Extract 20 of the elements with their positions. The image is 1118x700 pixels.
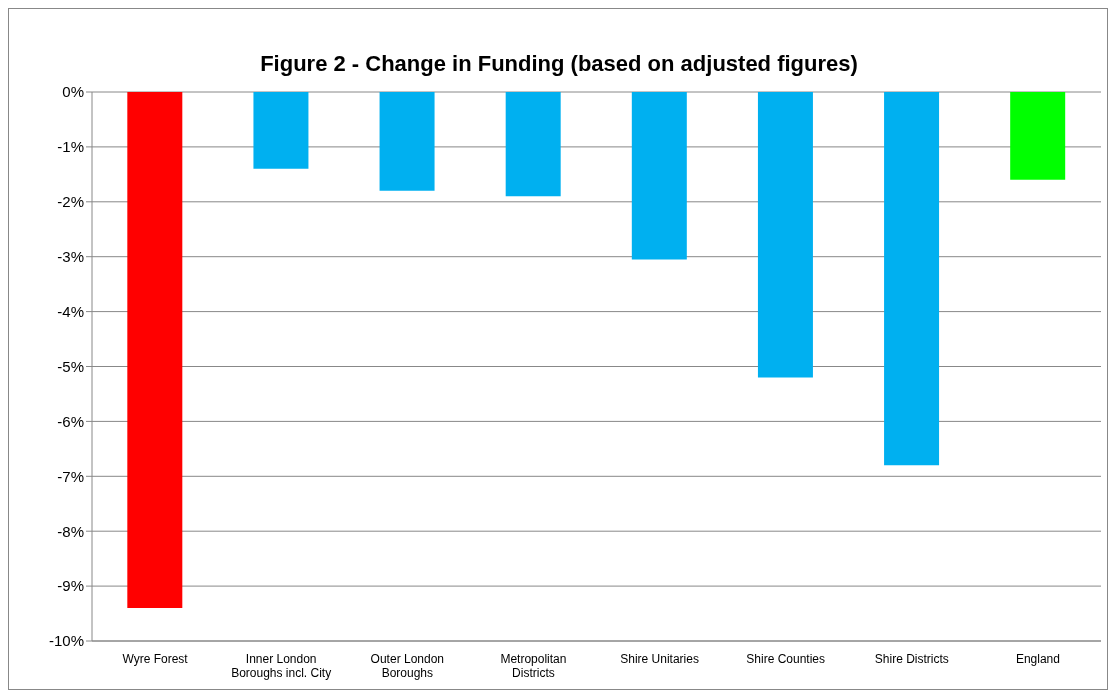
y-tick-label: -2%: [57, 193, 84, 211]
x-tick-label: Shire Counties: [746, 652, 826, 666]
y-tick-label: -10%: [48, 632, 84, 650]
y-tick-label: -9%: [57, 577, 84, 595]
y-tick-label: -1%: [57, 138, 84, 156]
y-tick-label: -6%: [57, 412, 84, 430]
y-tick-label: -8%: [57, 522, 84, 540]
x-tick-label: Outer London Boroughs: [370, 652, 445, 680]
y-tick-label: -4%: [57, 302, 84, 320]
x-tick-label: England: [1015, 652, 1060, 666]
chart-title: Figure 2 - Change in Funding (based on adjusted figures): [259, 51, 859, 77]
x-tick-label: Shire Unitaries: [620, 652, 699, 666]
y-tick-label: -5%: [57, 357, 84, 375]
y-tick-label: -7%: [57, 467, 84, 485]
x-tick-label: Wyre Forest: [122, 652, 189, 666]
x-tick-label: Inner London Boroughs incl. City: [231, 652, 332, 680]
x-tick-label: Metropolitan Districts: [500, 652, 567, 680]
y-tick-label: -3%: [57, 248, 84, 266]
x-tick-label: Shire Districts: [874, 652, 949, 666]
y-tick-label: 0%: [62, 83, 84, 101]
